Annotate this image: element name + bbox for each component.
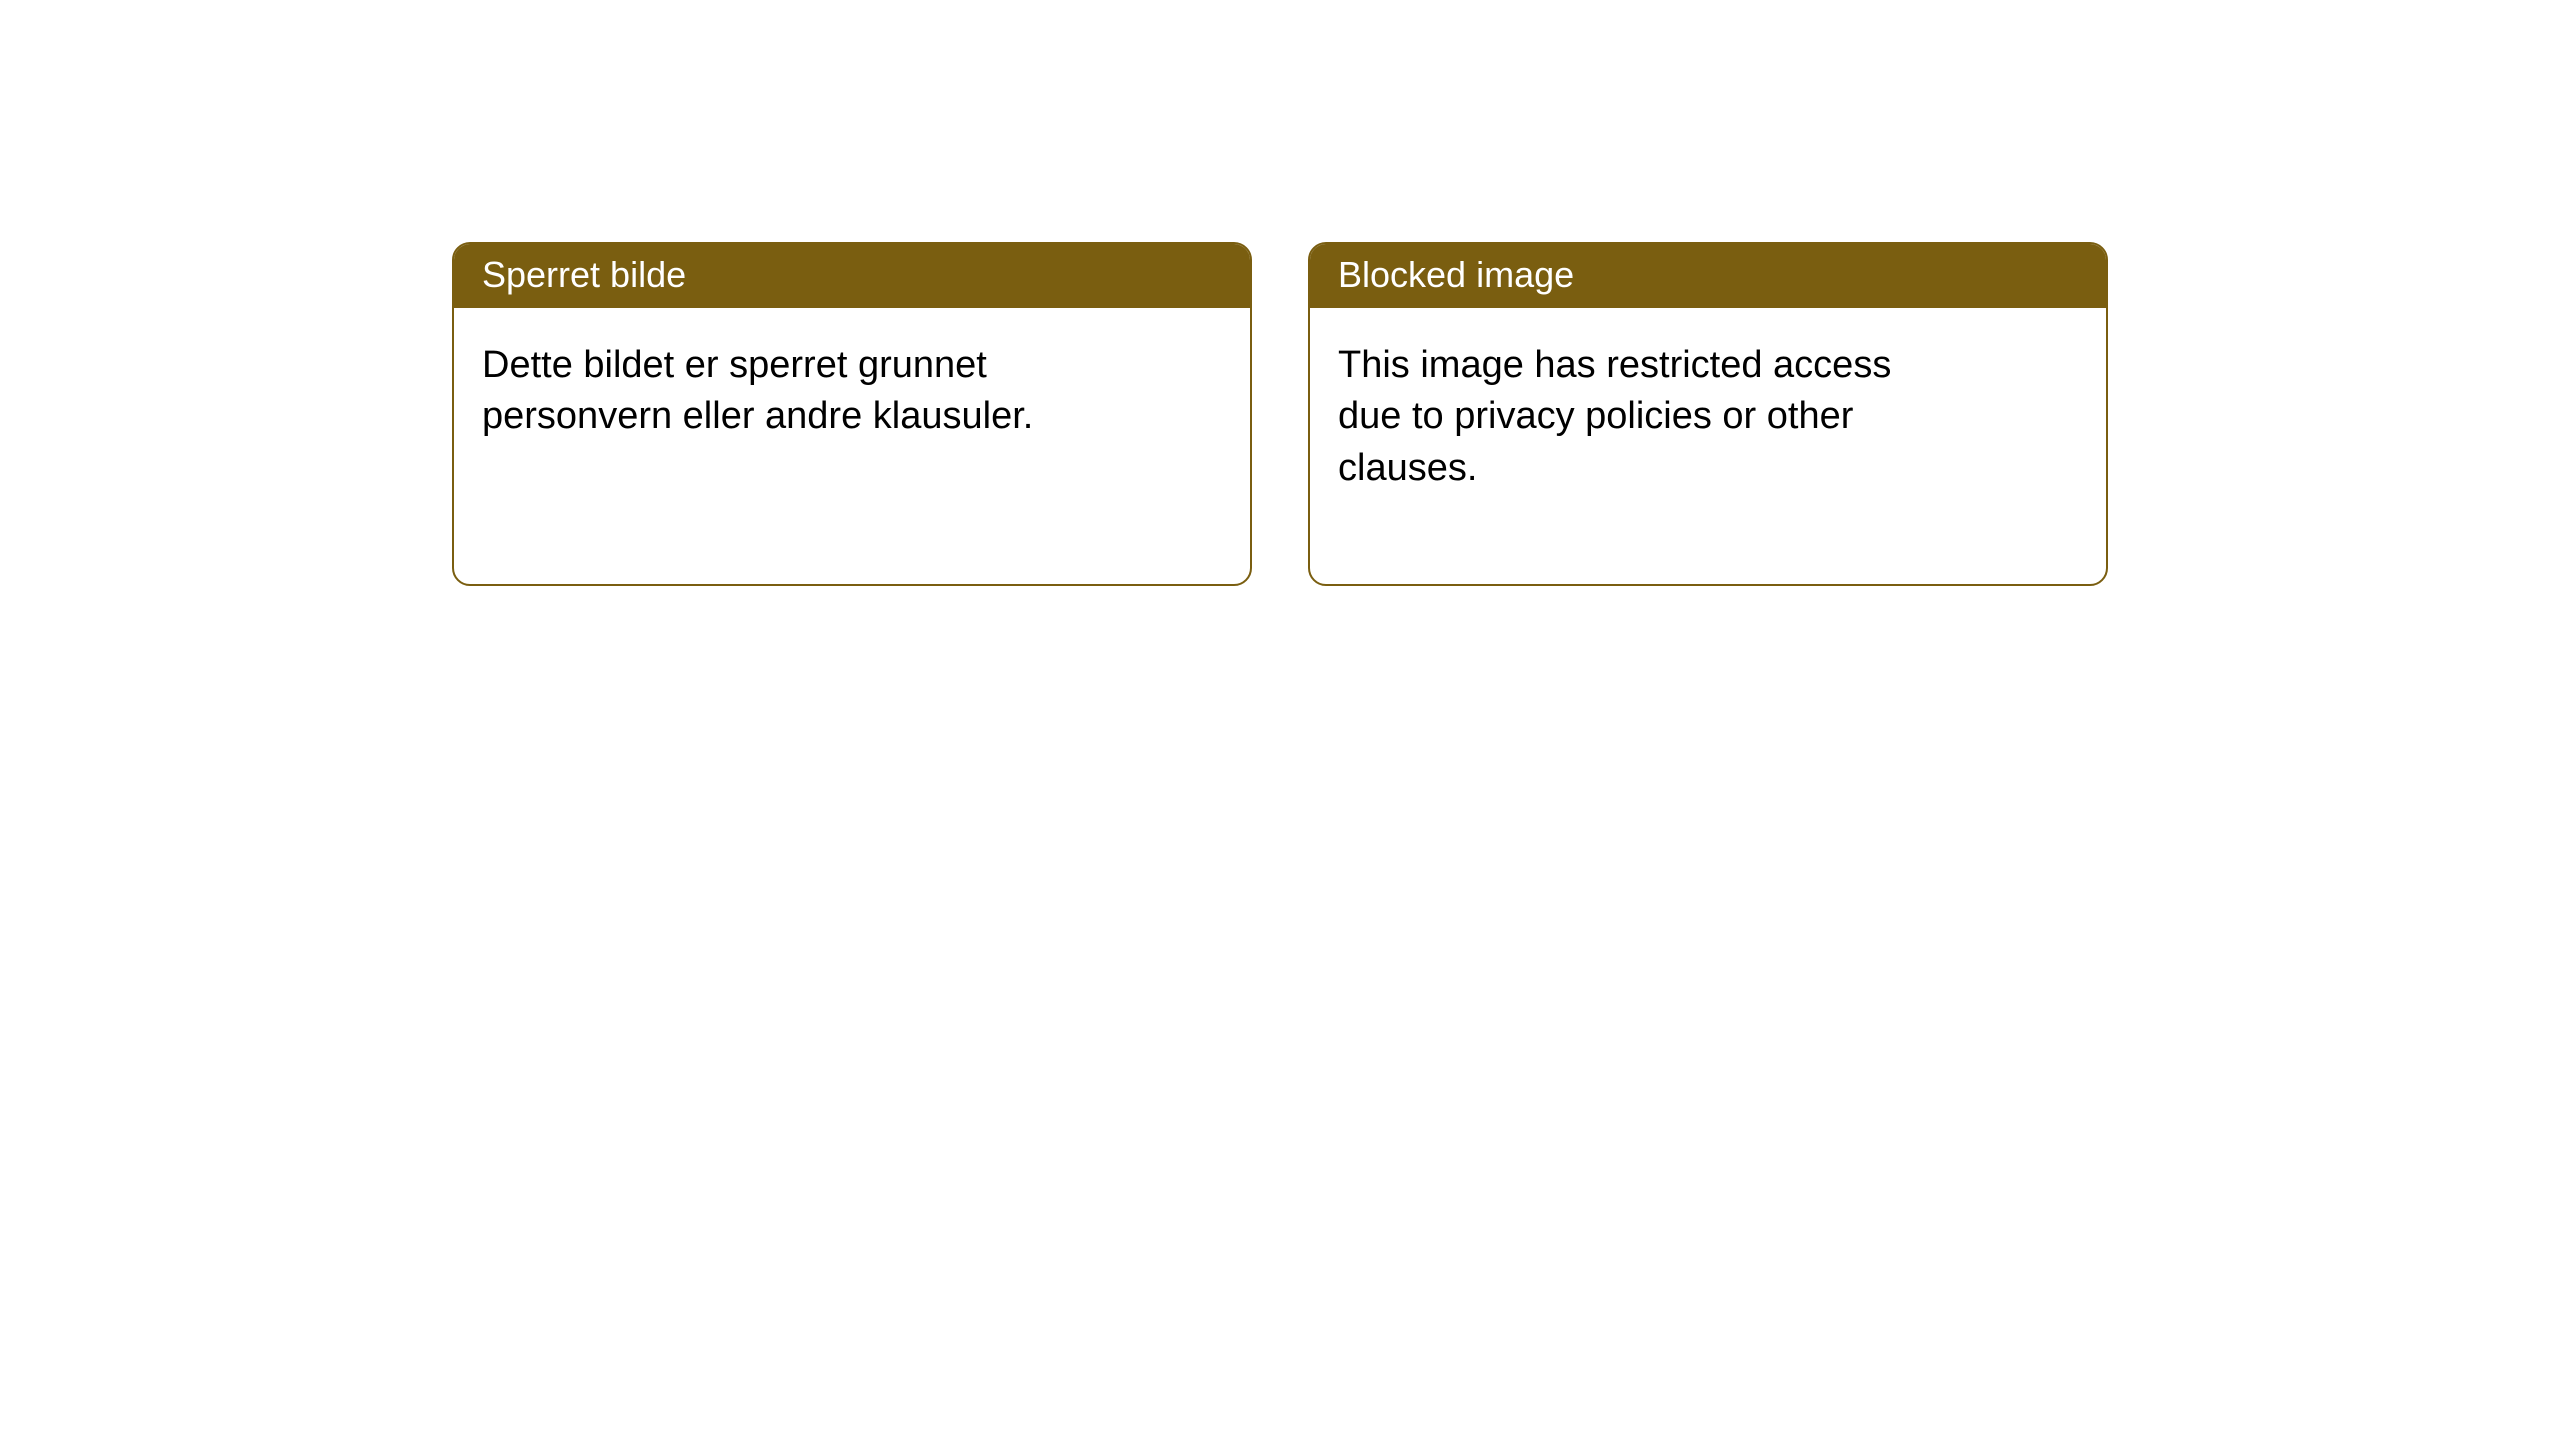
notice-text: This image has restricted access due to … [1338, 344, 1891, 489]
notice-body: Dette bildet er sperret grunnet personve… [454, 308, 1134, 533]
notice-text: Dette bildet er sperret grunnet personve… [482, 344, 1033, 437]
notice-card-english: Blocked image This image has restricted … [1308, 242, 2108, 586]
notice-container: Sperret bilde Dette bildet er sperret gr… [0, 0, 2560, 586]
notice-card-norwegian: Sperret bilde Dette bildet er sperret gr… [452, 242, 1252, 586]
notice-header: Sperret bilde [454, 244, 1250, 308]
notice-header: Blocked image [1310, 244, 2106, 308]
notice-title: Blocked image [1338, 254, 1574, 295]
notice-body: This image has restricted access due to … [1310, 308, 1990, 584]
notice-title: Sperret bilde [482, 254, 686, 295]
